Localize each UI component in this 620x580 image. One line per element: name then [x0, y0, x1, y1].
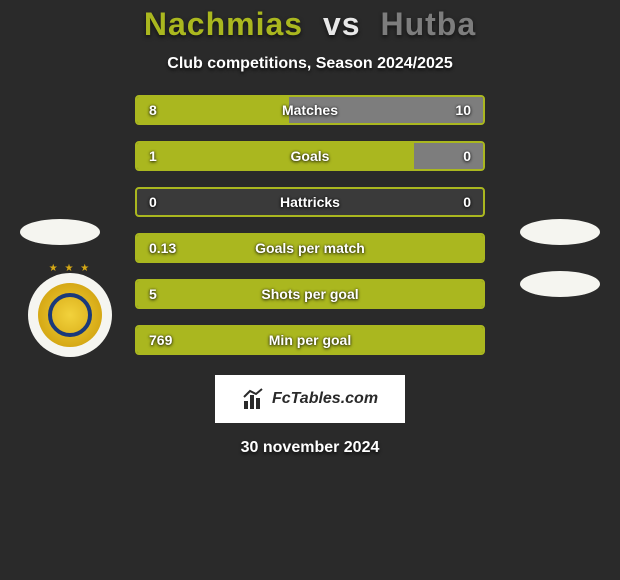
stat-row: 769 Min per goal — [135, 325, 485, 355]
player2-name: Hutba — [380, 6, 476, 42]
fctables-logo: FcTables.com — [215, 375, 405, 423]
stat-value-right: 0 — [463, 194, 471, 210]
club-crest-icon — [38, 283, 102, 347]
stat-row: 5 Shots per goal — [135, 279, 485, 309]
stat-value-right: 0 — [463, 148, 471, 164]
stat-row: 8 10 Matches — [135, 95, 485, 125]
stats-area: ★ ★ ★ 810Matches10Goals00Hattricks0.13Go… — [0, 95, 620, 371]
stat-row: 0.13 Goals per match — [135, 233, 485, 263]
stat-value-left: 0 — [149, 194, 157, 210]
bar-fill-left — [137, 143, 414, 169]
stat-value-left: 5 — [149, 286, 157, 302]
stat-metric-label: Shots per goal — [261, 286, 358, 302]
title-vs: vs — [323, 6, 361, 42]
stat-value-left: 0.13 — [149, 240, 176, 256]
stat-metric-label: Goals per match — [255, 240, 365, 256]
player1-name: Nachmias — [144, 6, 303, 42]
brand-text: FcTables.com — [272, 390, 378, 408]
stat-value-left: 8 — [149, 102, 157, 118]
stat-value-left: 1 — [149, 148, 157, 164]
bar-fill-left — [137, 97, 289, 123]
player1-photo-placeholder — [20, 219, 100, 245]
date: 30 november 2024 — [241, 439, 380, 457]
player2-club-placeholder — [520, 271, 600, 297]
stat-metric-label: Min per goal — [269, 332, 351, 348]
player1-club-badge: ★ ★ ★ — [28, 273, 112, 357]
stat-row: 0 0 Hattricks — [135, 187, 485, 217]
stat-value-left: 769 — [149, 332, 172, 348]
chart-icon — [242, 387, 266, 411]
comparison-title: Nachmias vs Hutba — [144, 6, 476, 43]
club-stars-icon: ★ ★ ★ — [28, 263, 112, 274]
stat-value-right: 10 — [455, 102, 471, 118]
subtitle: Club competitions, Season 2024/2025 — [167, 55, 452, 73]
player2-photo-placeholder — [520, 219, 600, 245]
bar-fill-right — [414, 143, 483, 169]
stat-metric-label: Goals — [291, 148, 330, 164]
stat-metric-label: Matches — [282, 102, 338, 118]
stat-metric-label: Hattricks — [280, 194, 340, 210]
stat-row: 1 0 Goals — [135, 141, 485, 171]
